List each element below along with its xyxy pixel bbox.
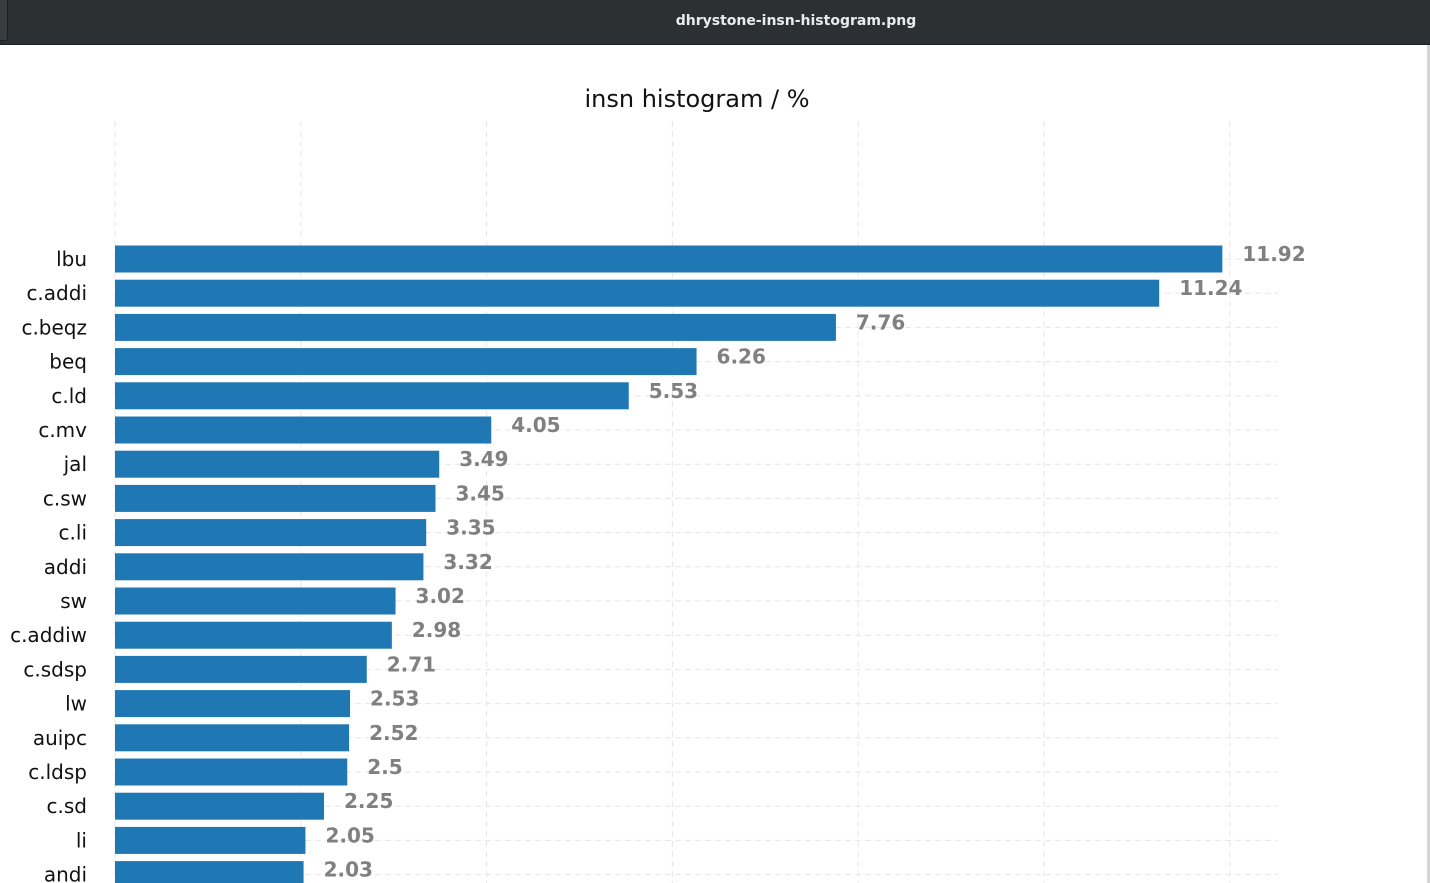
category-label: li [76,828,87,852]
bar-li [115,826,306,854]
bar-jal [115,450,440,478]
bar-c-sdsp [115,655,367,683]
bar-lw [115,690,351,718]
category-labels: lbu c.addi c.beqz beq c.ld c.mv jal c.sw c.li add… [10,247,87,883]
value-label: 3.35 [446,516,495,540]
category-label: c.addiw [10,623,87,647]
value-label: 11.24 [1179,276,1242,300]
window-right-edge [1427,45,1430,883]
category-label: c.addi [26,281,87,305]
value-label: 2.52 [369,721,418,745]
bar-c-beqz [115,313,836,341]
category-label: andi [44,863,87,883]
value-label: 3.49 [459,447,508,471]
category-label: c.li [59,521,87,545]
value-label: 2.25 [344,789,393,813]
chart-title: insn histogram / % [584,85,809,113]
category-label: jal [63,452,87,476]
category-label: c.sw [43,486,87,510]
value-label: 4.05 [511,413,560,437]
titlebar-handle[interactable] [0,0,8,41]
bar-c-ldsp [115,758,348,786]
category-label: c.sdsp [23,657,87,681]
value-label: 2.98 [412,618,461,642]
value-label: 2.5 [367,755,402,779]
value-label: 2.03 [324,858,373,882]
value-label: 2.71 [387,652,436,676]
category-label: lw [65,692,87,716]
category-label: c.ld [51,384,87,408]
bar-beq [115,348,697,376]
category-label: c.beqz [21,315,87,339]
bar-addi [115,553,424,581]
value-label: 2.53 [370,687,419,711]
category-label: sw [60,589,87,613]
bar-c-sd [115,792,325,820]
bar-c-mv [115,416,492,444]
bar-andi [115,861,304,883]
category-label: c.mv [38,418,87,442]
window-title: dhrystone-insn-histogram.png [675,13,917,29]
value-label: 5.53 [649,379,698,403]
window-titlebar: dhrystone-insn-histogram.png [0,0,1430,45]
value-label: 3.32 [443,550,492,574]
value-label: 6.26 [717,345,766,369]
value-label: 2.05 [325,823,374,847]
category-label: c.ldsp [28,760,87,784]
category-label: beq [49,350,87,374]
value-label: 7.76 [856,310,905,334]
bar-lbu [115,245,1223,273]
category-label: lbu [56,247,87,271]
bar-c-sw [115,484,436,512]
value-label: 11.92 [1242,242,1305,266]
bar-c-ld [115,382,629,410]
category-label: addi [44,555,87,579]
bar-chart: insn histogram / % lbu c.addi c.beqz beq c.l… [10,85,1306,883]
value-label: 3.45 [456,481,505,505]
bar-c-li [115,519,427,547]
bar-auipc [115,724,350,752]
value-label: 3.02 [416,584,465,608]
image-viewport: insn histogram / % lbu c.addi c.beqz beq c.l… [0,45,1427,883]
category-label: auipc [33,726,87,750]
bars [115,245,1223,883]
bar-sw [115,587,396,615]
category-label: c.sd [47,794,87,818]
bar-c-addi [115,279,1160,307]
bar-c-addiw [115,621,392,649]
